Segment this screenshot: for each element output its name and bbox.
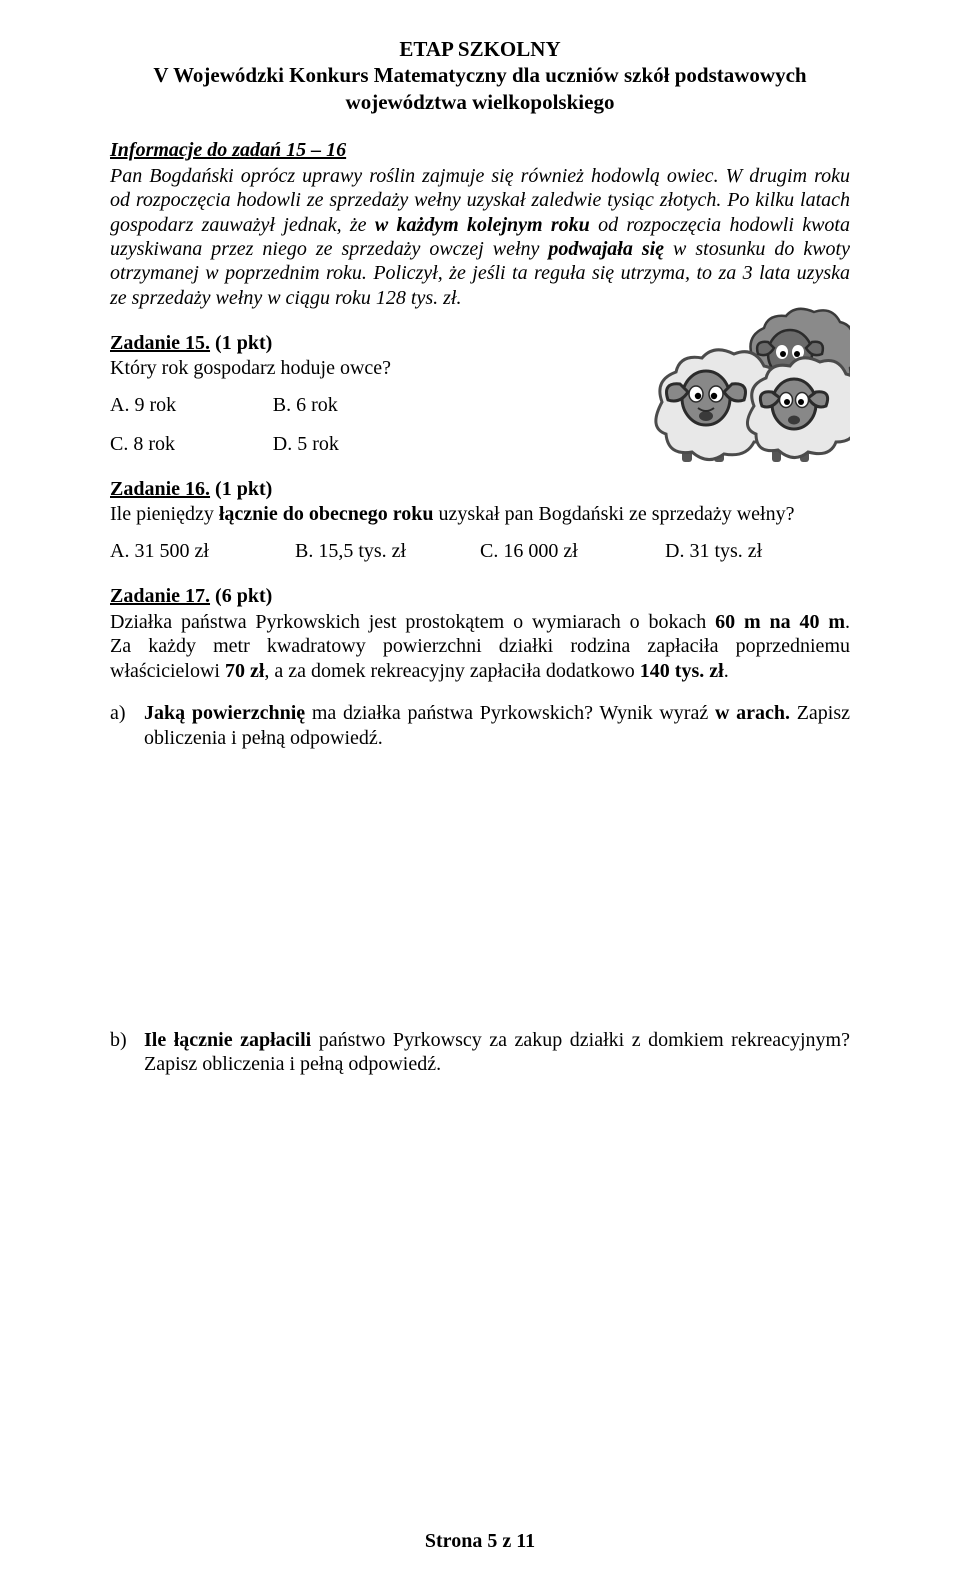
z17-a-t1: ma działka państwa Pyrkowskich? Wynik wy… [305, 702, 715, 724]
z16-q-1: Ile pieniędzy [110, 503, 219, 525]
info-bold-2: podwajała się [548, 238, 664, 260]
z16-opt-c: C. 16 000 zł [480, 540, 665, 563]
z15-opt-a: A. 9 rok [110, 394, 273, 417]
z17-b-letter: b) [110, 1028, 144, 1077]
z16-question: Ile pieniędzy łącznie do obecnego roku u… [110, 503, 850, 526]
z16-title: Zadanie 16. (1 pkt) [110, 478, 850, 501]
z16-opt-b: B. 15,5 tys. zł [295, 540, 480, 563]
z17-b-b1: Ile łącznie zapłacili [144, 1029, 311, 1051]
z17-t3: , a za domek rekreacyjny zapłaciła dodat… [264, 660, 639, 682]
z17-title-rest: (6 pkt) [210, 585, 272, 607]
z17-title-u: Zadanie 17. [110, 585, 210, 607]
z16-q-bold: łącznie do obecnego roku [219, 503, 434, 525]
header-line-3: województwa wielkopolskiego [110, 89, 850, 115]
z17-a-letter: a) [110, 701, 144, 750]
z17-text: Działka państwa Pyrkowskich jest prostok… [110, 610, 850, 683]
z17-a-b1: Jaką powierzchnię [144, 702, 305, 724]
z17-subtask-b: b) Ile łącznie zapłacili państwo Pyrkows… [110, 1028, 850, 1077]
info-paragraph: Pan Bogdański oprócz uprawy roślin zajmu… [110, 164, 850, 310]
z17-t4: . [724, 660, 729, 682]
z16-opt-d: D. 31 tys. zł [665, 540, 850, 563]
z15-opt-d: D. 5 rok [273, 433, 436, 456]
z15-opt-c: C. 8 rok [110, 433, 273, 456]
z17-t1b: 60 m na 40 m [715, 611, 845, 633]
header-line-1: ETAP SZKOLNY [110, 36, 850, 62]
z17-t2b: 70 zł [225, 660, 264, 682]
header-line-2: V Wojewódzki Konkurs Matematyczny dla uc… [110, 62, 850, 88]
z16-options: A. 31 500 zł B. 15,5 tys. zł C. 16 000 z… [110, 540, 850, 563]
sheep-illustration [650, 306, 850, 471]
z15-title-u: Zadanie 15. [110, 332, 210, 354]
z17-title: Zadanie 17. (6 pkt) [110, 585, 850, 608]
z17-a-body: Jaką powierzchnię ma działka państwa Pyr… [144, 701, 850, 750]
z15-title-rest: (1 pkt) [210, 332, 272, 354]
info-bold-1: w każdym kolejnym roku [375, 214, 590, 236]
page-footer: Strona 5 z 11 [0, 1530, 960, 1553]
z16-title-u: Zadanie 16. [110, 478, 210, 500]
z17-a-b2: w arach. [715, 702, 790, 724]
z15-opt-b: B. 6 rok [273, 394, 436, 417]
z17-subtask-a: a) Jaką powierzchnię ma działka państwa … [110, 701, 850, 750]
z16-q-2: uzyskał pan Bogdański ze sprzedaży wełny… [433, 503, 794, 525]
info-title: Informacje do zadań 15 – 16 [110, 139, 850, 162]
page: ETAP SZKOLNY V Wojewódzki Konkurs Matema… [0, 0, 960, 1589]
z17-b-body: Ile łącznie zapłacili państwo Pyrkowscy … [144, 1028, 850, 1077]
page-header: ETAP SZKOLNY V Wojewódzki Konkurs Matema… [110, 36, 850, 115]
workspace-gap [110, 750, 850, 1010]
z16-opt-a: A. 31 500 zł [110, 540, 295, 563]
z17-t3b: 140 tys. zł [640, 660, 724, 682]
z16-title-rest: (1 pkt) [210, 478, 272, 500]
z17-t1: Działka państwa Pyrkowskich jest prostok… [110, 611, 715, 633]
